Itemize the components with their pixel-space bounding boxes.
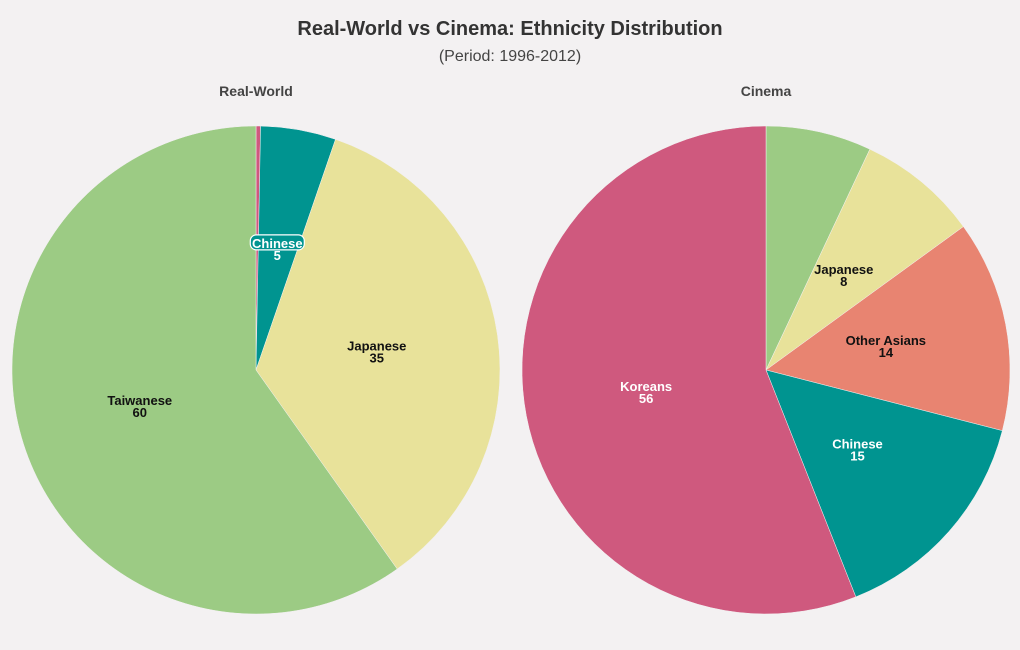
cinema-slice-japanese[interactable] (765, 148, 964, 371)
cinema-label-value-koreans: 56 (639, 391, 653, 406)
real-world-label-value-japanese: 35 (370, 351, 384, 366)
cinema-label-name-chinese: Chinese (832, 437, 883, 452)
real-world-label-name-chinese: Chinese (252, 236, 303, 251)
cinema-label-value-other-asians: 14 (879, 345, 894, 360)
real-world-label-value-chinese: 5 (274, 248, 281, 263)
cinema-label-name-japanese: Japanese (814, 262, 873, 277)
cinema-slice-chinese[interactable] (765, 369, 1003, 598)
chart-subtitle: (Period: 1996-2012) (438, 48, 582, 65)
real-world-label-name-japanese: Japanese (347, 339, 406, 354)
cinema-label-name-other-asians: Other Asians (846, 333, 926, 348)
cinema-label-value-japanese: 8 (840, 274, 847, 289)
cinema-label-value-chinese: 15 (850, 449, 864, 464)
chart-main-title: Real-World vs Cinema: Ethnicity Distribu… (297, 18, 723, 40)
cinema-slice-koreans[interactable] (521, 125, 857, 615)
real-world-slice-taiwanese[interactable] (11, 125, 398, 615)
real-world-label-bg-chinese (249, 234, 305, 251)
real-world-label-name-taiwanese: Taiwanese (107, 393, 172, 408)
real-world-label-value-taiwanese: 60 (133, 405, 147, 420)
cinema-pie-title: Cinema (741, 83, 792, 99)
cinema-slice-taiwanese[interactable] (765, 125, 871, 371)
cinema-slice-other-asians[interactable] (765, 226, 1011, 431)
real-world-pie-title: Real-World (219, 83, 293, 99)
cinema-label-name-koreans: Koreans (620, 379, 672, 394)
real-world-slice-japanese[interactable] (255, 139, 501, 570)
